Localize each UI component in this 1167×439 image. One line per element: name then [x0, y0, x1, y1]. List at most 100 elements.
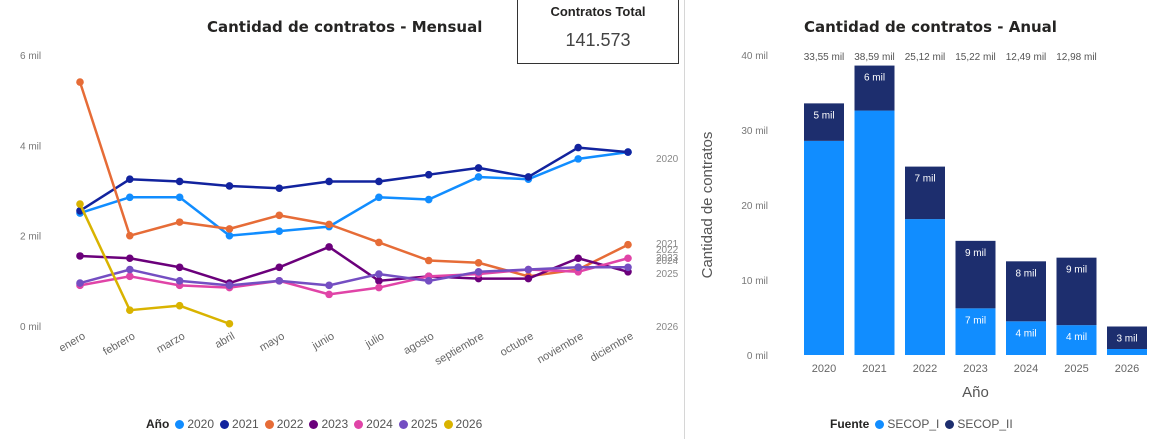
end-label: 2021 — [656, 239, 679, 250]
data-point-2026 — [225, 319, 234, 328]
legend-dot-icon — [945, 419, 955, 429]
legend-dot-icon — [443, 419, 453, 429]
data-point-2021 — [424, 170, 433, 179]
end-label: 2025 — [656, 269, 679, 280]
bar-segment-SECOP_I — [905, 219, 945, 355]
legend-label: 2020 — [187, 417, 215, 431]
bar-segment-label: 4 mil — [1066, 332, 1087, 343]
x-tick-label: septiembre — [433, 330, 486, 368]
data-point-2025 — [126, 265, 134, 274]
data-point-2020 — [275, 227, 284, 235]
annual-legend: Fuente SECOP_I SECOP_II — [830, 417, 1019, 431]
series-line-2020 — [79, 150, 629, 237]
x-tick-label: 2021 — [862, 363, 886, 375]
bar-segment-SECOP_I — [955, 308, 996, 355]
data-point-2020 — [175, 193, 184, 202]
legend-label: 2022 — [276, 417, 304, 431]
bar-segment-SECOP_II — [905, 166, 945, 220]
legend-title: Fuente — [830, 417, 870, 431]
legend-item-2024[interactable]: 2024 — [354, 417, 393, 431]
data-point-2021 — [275, 184, 284, 193]
data-point-2022 — [126, 231, 134, 240]
data-point-2025 — [76, 279, 84, 287]
data-point-2024 — [126, 272, 134, 281]
data-point-2026 — [175, 301, 184, 310]
bar-segment-label: 9 mil — [1066, 265, 1087, 276]
data-point-2025 — [474, 268, 483, 276]
total-label: 25,12 mil — [905, 52, 946, 63]
series-line-2026 — [78, 203, 230, 325]
data-point-2023 — [275, 263, 284, 272]
data-point-2025 — [574, 263, 582, 272]
total-label: 33,55 mil — [804, 52, 845, 63]
legend-item-2022[interactable]: 2022 — [264, 417, 304, 431]
y-tick-label: 20 mil — [741, 201, 768, 212]
legend-item-2020[interactable]: 2020 — [175, 417, 214, 431]
bar-segment-label: 7 mil — [914, 174, 935, 185]
x-tick-label: 2020 — [812, 363, 836, 375]
x-tick-label: agosto — [402, 330, 437, 357]
total-label: 12,49 mil — [1006, 52, 1047, 63]
bar-segment-SECOP_II — [804, 103, 844, 141]
end-label: 2022 — [656, 245, 679, 256]
data-point-2020 — [574, 155, 582, 163]
data-point-2020 — [126, 193, 134, 202]
data-point-2026 — [76, 200, 84, 208]
kpi-card-total: Contratos Total 141.573 — [517, 0, 679, 64]
data-point-2023 — [524, 274, 533, 283]
data-point-2024 — [624, 254, 632, 263]
legend-label: 2026 — [455, 417, 483, 431]
legend-item-SECOP_I[interactable]: SECOP_I — [875, 417, 939, 431]
legend-dot-icon — [875, 419, 885, 429]
data-point-2022 — [76, 78, 84, 86]
series-line-2025 — [79, 266, 628, 287]
data-point-2023 — [175, 263, 184, 272]
data-point-2025 — [424, 277, 433, 285]
bar-segment-SECOP_II — [955, 240, 996, 309]
legend-item-2021[interactable]: 2021 — [220, 417, 259, 431]
bar-segment-SECOP_I — [804, 140, 844, 355]
monthly-chart-panel: Cantidad de contratos - Mensual 0 mil 2 m… — [20, 0, 685, 439]
data-point-2022 — [325, 220, 333, 229]
x-tick-label: 2022 — [913, 363, 937, 375]
data-point-2021 — [325, 177, 333, 186]
data-point-2020 — [474, 173, 483, 181]
data-point-2022 — [175, 218, 184, 226]
data-point-2024 — [375, 283, 383, 292]
x-tick-label: noviembre — [535, 330, 585, 366]
legend-item-2023[interactable]: 2023 — [309, 417, 348, 431]
data-point-2021 — [574, 143, 582, 152]
series-line-2022 — [78, 81, 629, 278]
bar-segment-SECOP_II — [1107, 326, 1147, 349]
x-tick-label: diciembre — [588, 330, 635, 364]
x-tick-label: enero — [57, 330, 87, 354]
y-tick-label: 4 mil — [20, 141, 41, 152]
kpi-value: 141.573 — [565, 30, 631, 50]
legend-item-2025[interactable]: 2025 — [398, 417, 438, 431]
legend-item-SECOP_II[interactable]: SECOP_II — [945, 417, 1013, 431]
bar-segment-label: 3 mil — [1116, 334, 1137, 345]
data-point-2025 — [175, 277, 184, 285]
series-line-2023 — [79, 245, 629, 285]
legend-dot-icon — [354, 419, 364, 429]
data-point-2021 — [474, 164, 483, 172]
data-point-2022 — [275, 211, 284, 220]
x-tick-label: 2023 — [963, 363, 987, 375]
data-point-2021 — [225, 182, 234, 190]
data-point-2021 — [126, 175, 134, 184]
legend-dot-icon — [220, 419, 230, 429]
data-point-2022 — [424, 256, 433, 265]
x-tick-label: mayo — [257, 330, 286, 354]
y-tick-label: 10 mil — [741, 276, 768, 287]
x-tick-label: 2025 — [1064, 363, 1088, 375]
y-tick-label: 0 mil — [20, 322, 41, 333]
x-axis-title: Año — [962, 384, 989, 401]
legend-label: 2023 — [321, 417, 349, 431]
y-tick-label: 0 mil — [747, 351, 768, 362]
bar-segment-label: 4 mil — [1015, 328, 1036, 339]
legend-item-2026[interactable]: 2026 — [443, 417, 483, 431]
x-tick-label: marzo — [155, 330, 187, 356]
data-point-2025 — [325, 281, 333, 290]
legend-label: 2021 — [232, 417, 259, 431]
y-tick-label: 40 mil — [741, 51, 768, 62]
